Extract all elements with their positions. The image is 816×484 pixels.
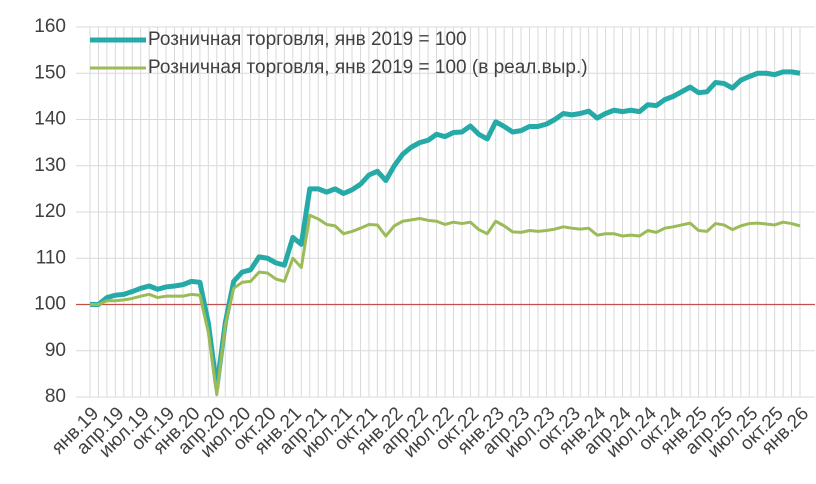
y-tick-label: 160 <box>34 16 66 37</box>
series-line <box>90 69 801 391</box>
y-tick-label: 110 <box>36 247 66 268</box>
y-tick-label: 130 <box>34 155 66 176</box>
legend-label: Розничная торговля, янв 2019 = 100 (в ре… <box>148 57 588 78</box>
y-tick-label: 140 <box>34 109 66 130</box>
y-tick-label: 80 <box>45 386 66 407</box>
y-tick-label: 100 <box>34 294 66 315</box>
legend-label: Розничная торговля, янв 2019 = 100 <box>148 29 467 50</box>
y-tick-label: 120 <box>34 201 66 222</box>
series-line <box>90 213 801 397</box>
y-tick-label: 150 <box>34 62 66 83</box>
y-tick-label: 90 <box>45 340 66 361</box>
